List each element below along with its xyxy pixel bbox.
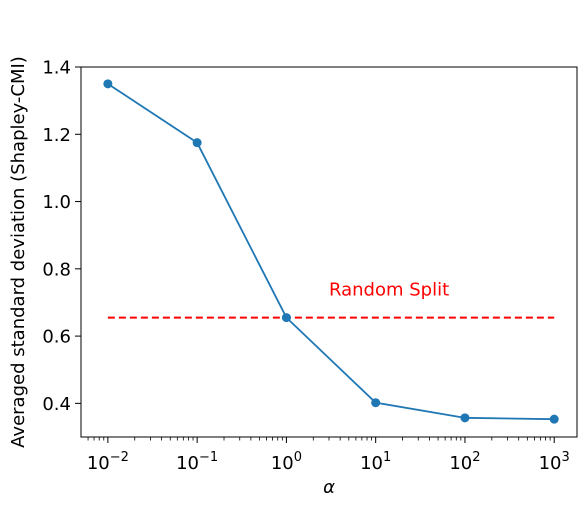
x-axis-label: α [323,477,335,498]
x-tick-label: 102 [449,450,480,474]
x-tick-label: 10−2 [87,450,129,474]
x-tick-label: 103 [539,450,570,474]
y-tick-label: 1.0 [42,192,71,213]
y-tick-label: 1.2 [42,125,71,146]
series-group [103,79,559,424]
plot-area [81,67,577,437]
data-point [281,313,291,323]
data-point [192,138,202,148]
y-tick-label: 1.4 [42,58,71,79]
x-axis: 10−2 10−1 100 101 102 103 [87,437,570,474]
y-axis: 0.4 0.6 0.8 1.0 1.2 1.4 [42,58,81,415]
data-point [549,414,559,424]
plot-frame [80,66,578,438]
data-point [460,413,470,423]
y-tick-label: 0.4 [42,394,71,415]
x-tick-label: 100 [271,450,302,474]
y-tick-label: 0.8 [42,259,71,280]
y-tick-label: 0.6 [42,327,71,348]
data-point [371,398,381,408]
series-line [107,83,555,421]
x-minor-ticks [87,437,551,441]
x-tick-label: 101 [360,450,391,474]
y-axis-label: Averaged standard deviation (Shapley-CMI… [8,56,29,448]
data-point [103,79,113,89]
reference-line-label: Random Split [329,280,449,301]
x-tick-label: 10−1 [176,450,218,474]
